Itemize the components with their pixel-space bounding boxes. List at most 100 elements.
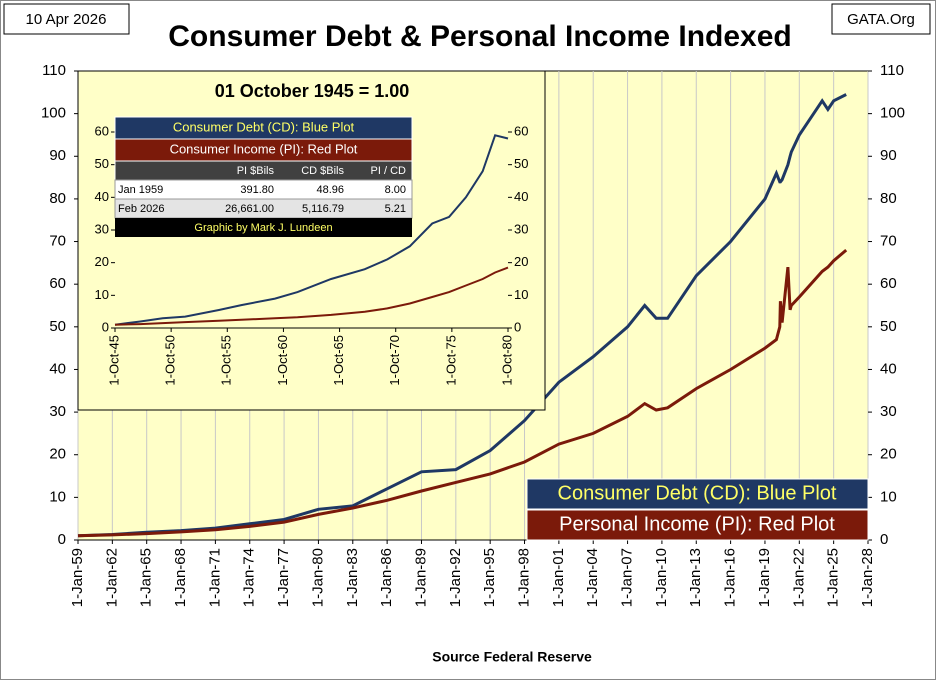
x-tick-label: 1-Jan-28	[859, 548, 876, 607]
y-tick-label: 30	[49, 403, 66, 420]
x-tick-label: 1-Oct-55	[219, 335, 234, 386]
y2-tick-label: 20	[880, 446, 897, 463]
y-tick-label: 90	[49, 147, 66, 164]
x-tick-label: 1-Jan-65	[138, 548, 155, 607]
y-tick-label: 50	[95, 156, 109, 171]
y-tick-label: 20	[95, 254, 109, 269]
y-tick-label: 60	[49, 275, 66, 292]
y-tick-label: 40	[49, 360, 66, 377]
y-tick-label: 70	[49, 233, 66, 250]
y-tick-label: 100	[41, 105, 66, 122]
table-header: CD $Bils	[301, 165, 344, 177]
series-line	[114, 266, 509, 326]
y2-tick-label: 40	[514, 189, 528, 204]
y-tick-label: 0	[58, 531, 66, 548]
x-tick-label: 1-Jan-10	[653, 548, 670, 607]
x-tick-label: 1-Jan-07	[619, 548, 636, 607]
date-label: 10 Apr 2026	[26, 11, 107, 28]
legend-label: Personal Income (PI): Red Plot	[559, 513, 835, 535]
x-tick-label: 1-Jan-22	[790, 548, 807, 607]
legend-box	[526, 478, 869, 510]
y-tick-label: 110	[42, 62, 66, 79]
y2-tick-label: 50	[880, 318, 897, 335]
x-tick-label: 1-Oct-80	[499, 335, 514, 386]
x-tick-label: 1-Jan-95	[481, 548, 498, 607]
x-tick-label: 1-Jan-77	[275, 548, 292, 607]
y2-tick-label: 30	[514, 221, 528, 236]
x-tick-label: 1-Jan-19	[756, 548, 773, 607]
y-tick-label: 30	[95, 221, 109, 236]
x-tick-label: 1-Oct-75	[443, 335, 458, 386]
series-line	[114, 134, 509, 326]
y2-tick-label: 40	[880, 360, 897, 377]
table-header: PI $Bils	[237, 165, 275, 177]
x-tick-label: 1-Jan-83	[344, 548, 361, 607]
legend-label: Consumer Debt (CD): Blue Plot	[558, 482, 837, 504]
x-tick-label: 1-Oct-70	[387, 335, 402, 386]
table-cell: 8.00	[385, 184, 406, 196]
table-cell: 391.80	[240, 184, 274, 196]
y-tick-label: 0	[102, 319, 109, 334]
table-legend-label: Consumer Debt (CD): Blue Plot	[173, 119, 355, 134]
inset-title: 01 October 1945 = 1.00	[215, 81, 410, 101]
x-tick-label: 1-Jan-92	[447, 548, 464, 607]
x-tick-label: 1-Jan-86	[378, 548, 395, 607]
y2-tick-label: 60	[880, 275, 897, 292]
table-cell: 26,661.00	[225, 203, 274, 215]
y2-tick-label: 20	[514, 254, 528, 269]
table-cell: Jan 1959	[118, 184, 163, 196]
y-tick-label: 40	[95, 189, 109, 204]
x-tick-label: 1-Oct-45	[106, 335, 121, 386]
series-line	[77, 93, 847, 538]
table-cell: Feb 2026	[118, 203, 164, 215]
x-tick-label: 1-Oct-65	[331, 335, 346, 386]
y-tick-label: 20	[49, 446, 66, 463]
y2-tick-label: 80	[880, 190, 897, 207]
series-line	[77, 248, 848, 538]
y2-tick-label: 50	[514, 156, 528, 171]
y2-tick-label: 0	[514, 319, 521, 334]
table-cell: 48.96	[316, 184, 344, 196]
x-tick-label: 1-Jan-89	[412, 548, 429, 607]
x-tick-label: 1-Jan-25	[825, 548, 842, 607]
y2-tick-label: 30	[880, 403, 897, 420]
y2-tick-label: 60	[514, 123, 528, 138]
y2-tick-label: 10	[514, 287, 528, 302]
y-tick-label: 50	[49, 318, 66, 335]
x-tick-label: 1-Jan-16	[722, 548, 739, 607]
y2-tick-label: 0	[880, 531, 888, 548]
y-tick-label: 10	[49, 488, 66, 505]
y2-tick-label: 10	[880, 488, 897, 505]
table-credit-row	[115, 218, 412, 237]
y2-tick-label: 70	[880, 233, 897, 250]
site-box	[831, 3, 931, 35]
legend-box	[526, 509, 869, 541]
x-tick-label: 1-Jan-59	[69, 548, 86, 607]
y2-tick-label: 110	[880, 62, 904, 79]
x-tick-label: 1-Jan-71	[206, 548, 223, 607]
table-legend-label: Consumer Income (PI): Red Plot	[170, 141, 358, 156]
table-cell: 5,116.79	[302, 203, 344, 215]
y-tick-label: 10	[95, 287, 109, 302]
site-label: GATA.Org	[847, 11, 915, 28]
x-tick-label: 1-Jan-13	[687, 548, 704, 607]
y2-tick-label: 90	[880, 147, 897, 164]
y-tick-label: 60	[95, 123, 109, 138]
x-tick-label: 1-Oct-50	[163, 335, 178, 386]
y2-tick-label: 100	[880, 105, 905, 122]
x-axis-label: Source Federal Reserve	[432, 649, 592, 665]
y-tick-label: 80	[49, 190, 66, 207]
date-box	[3, 3, 130, 35]
x-tick-label: 1-Jan-68	[172, 548, 189, 607]
x-tick-label: 1-Jan-80	[309, 548, 326, 607]
x-tick-label: 1-Jan-98	[515, 548, 532, 607]
x-tick-label: 1-Jan-62	[103, 548, 120, 607]
x-tick-label: 1-Jan-04	[584, 548, 601, 607]
table-cell: 5.21	[385, 203, 406, 215]
inset-plot: 01 October 1945 = 1.00 1-Oct-45 1-Oct-50 1-…	[77, 70, 546, 411]
x-tick-label: 1-Jan-01	[550, 548, 567, 607]
x-tick-label: 1-Oct-60	[275, 335, 290, 386]
table-credit: Graphic by Mark J. Lundeen	[194, 222, 332, 234]
chart-title: Consumer Debt & Personal Income Indexed	[168, 20, 791, 53]
